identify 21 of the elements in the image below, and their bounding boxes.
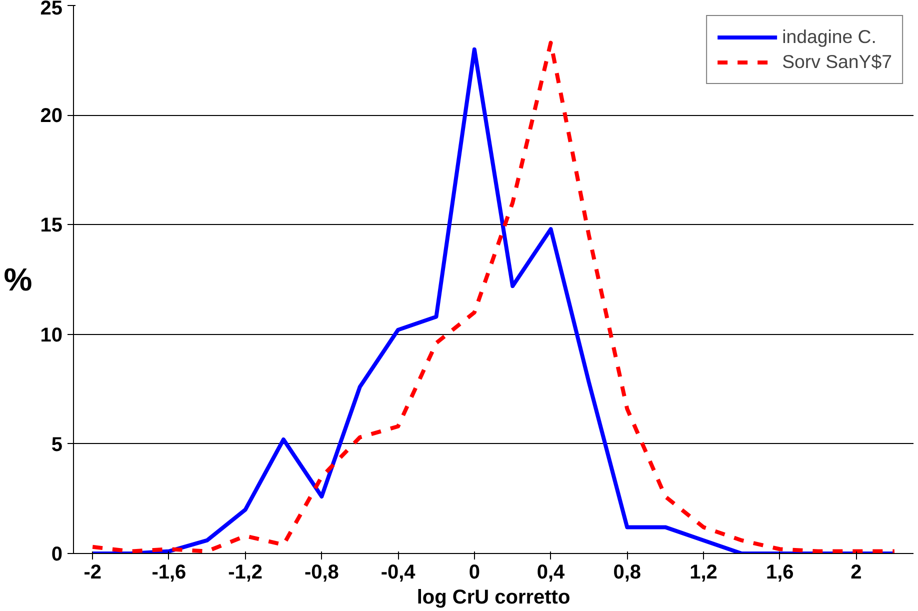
x-tick-label: -0,4 <box>380 562 416 584</box>
y-tick-label: 20 <box>40 105 63 128</box>
x-tick-label: 1,2 <box>690 562 718 584</box>
legend-label: indagine C. <box>782 26 876 48</box>
y-tick-label: 5 <box>51 434 62 456</box>
x-tick-label: -1,2 <box>228 562 263 584</box>
x-tick-label: 1,6 <box>766 562 794 584</box>
x-axis-title: log CrU corretto <box>416 586 570 608</box>
y-tick-label: 10 <box>40 324 63 346</box>
x-tick-label: -2 <box>84 562 102 584</box>
x-tick-label: 0,8 <box>613 562 642 584</box>
x-tick-label: 0,4 <box>536 562 566 584</box>
y-axis-title: % <box>4 262 32 298</box>
x-tick-label: -1,6 <box>152 562 186 584</box>
y-tick-label: 0 <box>51 544 62 566</box>
legend-label: Sorv SanY$7 <box>782 51 892 73</box>
y-tick-label: 25 <box>40 0 63 20</box>
x-tick-label: -0,8 <box>304 562 339 584</box>
x-tick-label: 0 <box>468 562 480 584</box>
y-tick-label: 15 <box>40 214 63 237</box>
x-tick-label: 2 <box>850 562 862 584</box>
